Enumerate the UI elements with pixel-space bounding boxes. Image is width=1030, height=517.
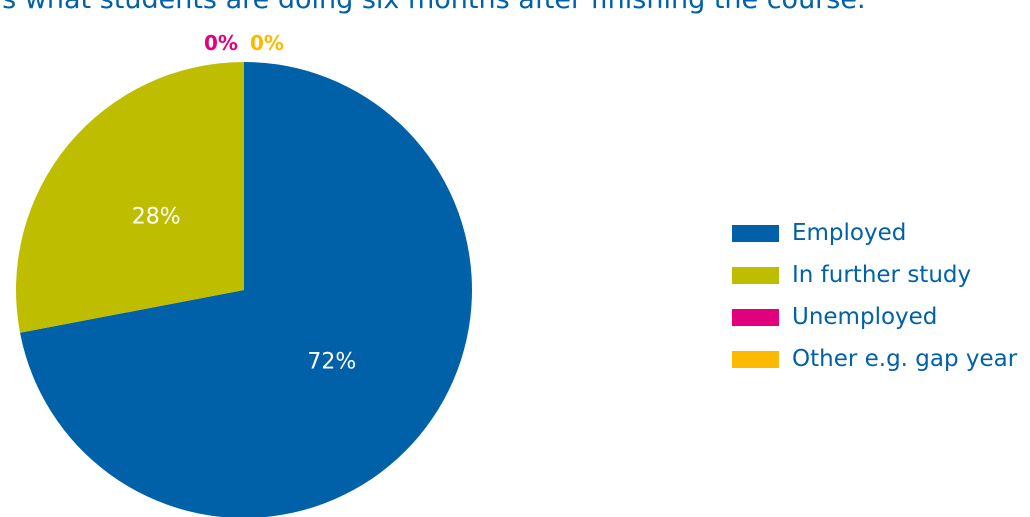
chart-title: s is what students are doing six months … [0, 0, 866, 15]
slice-label-in-further-study: 28% [132, 204, 181, 229]
legend-item-other-e-g-gap-year: Other e.g. gap year [732, 338, 1017, 380]
pie-slice-in-further-study [15, 62, 245, 333]
legend-label: In further study [792, 262, 972, 288]
legend-item-employed: Employed [732, 212, 1017, 254]
legend-label: Other e.g. gap year [792, 346, 1018, 372]
legend-swatch [732, 224, 779, 242]
legend-swatch [732, 350, 779, 368]
legend: Employed In further study Unemployed Other … [732, 212, 1017, 380]
legend-item-in-further-study: In further study [732, 254, 1017, 296]
slice-label-other-e-g-gap-year: 0% [250, 31, 284, 55]
slice-label-unemployed: 0% [204, 31, 238, 55]
pie-labels: 72% 28% 0% 0% [132, 31, 357, 375]
pie-slice-employed [20, 62, 472, 517]
legend-swatch [732, 308, 779, 326]
legend-label: Unemployed [792, 304, 938, 330]
legend-swatch [732, 266, 779, 284]
legend-label: Employed [792, 220, 907, 246]
pie-slices [15, 62, 472, 517]
legend-item-unemployed: Unemployed [732, 296, 1017, 338]
slice-label-employed: 72% [307, 350, 356, 375]
